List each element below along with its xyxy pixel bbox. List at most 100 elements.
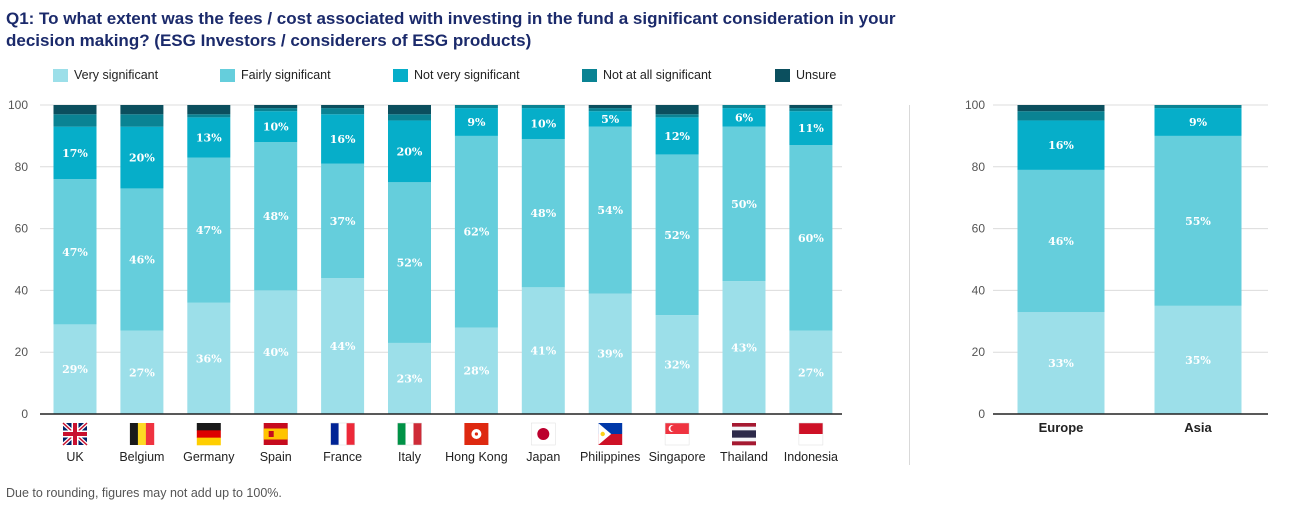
france-flag-icon	[330, 422, 355, 446]
chart-title: Q1: To what extent was the fees / cost a…	[6, 9, 896, 50]
flag-band	[263, 428, 288, 440]
data-label: 43%	[731, 342, 757, 355]
y-tick-label: 80	[972, 160, 986, 174]
flag-sun	[537, 428, 550, 440]
flag-stripe	[346, 423, 355, 445]
y-tick-label: 20	[972, 345, 986, 359]
bar-segment	[655, 117, 699, 155]
y-tick-label: 40	[15, 283, 29, 297]
category-label: Japan	[526, 450, 560, 464]
bar-segment	[789, 108, 833, 112]
bar-segment	[321, 105, 365, 109]
uk-flag-icon	[61, 421, 89, 447]
belgium-flag-icon	[129, 423, 155, 445]
data-label: 17%	[62, 147, 88, 160]
singapore-flag-icon	[664, 422, 690, 446]
bar-segment	[722, 126, 766, 282]
italy-flag-icon	[397, 422, 422, 446]
data-label: 35%	[1185, 354, 1211, 367]
bar-segment	[120, 188, 164, 331]
bar-segment	[1017, 111, 1105, 121]
bar-segment	[454, 105, 498, 109]
bar-segment	[254, 111, 298, 143]
bar-segment	[789, 111, 833, 146]
bar-segment	[1017, 169, 1105, 313]
data-label: 13%	[196, 131, 222, 144]
y-tick-label: 80	[15, 160, 29, 174]
category-label: Thailand	[720, 450, 768, 464]
data-label: 20%	[397, 145, 423, 158]
bar-segment	[588, 105, 632, 109]
bar-segment	[588, 111, 632, 127]
bar-segment	[588, 126, 632, 294]
bar-segment	[321, 278, 365, 414]
bar-segment	[120, 330, 164, 414]
category-label: Indonesia	[784, 450, 838, 464]
data-label: 44%	[330, 340, 356, 353]
flag-stripe	[405, 423, 414, 445]
category-label: Europe	[1039, 420, 1084, 435]
flag-stripe	[397, 423, 406, 445]
bar-segment	[722, 108, 766, 127]
philippines-flag-icon	[598, 423, 623, 445]
bar-segment	[722, 281, 766, 414]
bar-segment	[53, 114, 97, 127]
flag-stripe	[732, 441, 756, 446]
bar-segment	[1017, 120, 1105, 170]
y-tick-label: 0	[978, 407, 985, 421]
bar-segment	[588, 108, 632, 112]
flag-stripe	[598, 434, 623, 445]
data-label: 39%	[597, 348, 623, 361]
bar-segment	[53, 126, 97, 180]
bar-segment	[120, 126, 164, 189]
category-label: Belgium	[119, 450, 164, 464]
bar-segment	[521, 287, 565, 414]
bar-segment	[187, 117, 231, 158]
bar-segment	[1154, 108, 1242, 136]
data-label: 40%	[263, 346, 289, 359]
bar-segment	[321, 108, 365, 115]
bar-segment	[53, 324, 97, 414]
y-tick-label: 0	[21, 407, 28, 421]
bar-segment	[588, 293, 632, 414]
y-tick-label: 100	[965, 98, 985, 112]
bar-segment	[521, 108, 565, 139]
legend-swatch	[393, 69, 408, 82]
data-label: 20%	[129, 152, 155, 165]
data-label: 50%	[731, 198, 757, 211]
bar-segment	[655, 114, 699, 118]
data-label: 55%	[1185, 215, 1211, 228]
flag-stripe	[732, 437, 756, 442]
bar-segment	[454, 108, 498, 136]
category-label: France	[323, 450, 362, 464]
bar-segment	[388, 105, 431, 115]
flag-stripe	[145, 423, 155, 445]
flag-stripe	[798, 423, 823, 434]
legend-label: Unsure	[796, 68, 837, 82]
category-label: Hong Kong	[445, 450, 508, 464]
bar-segment	[254, 290, 298, 414]
y-tick-label: 60	[972, 222, 986, 236]
bar-segment	[187, 157, 231, 303]
data-label: 36%	[196, 352, 222, 365]
bar-segment	[521, 138, 565, 288]
bar-segment	[789, 105, 833, 109]
bar-segment	[254, 105, 298, 109]
legend-label: Fairly significant	[241, 68, 331, 82]
flag-stripe	[137, 423, 147, 445]
bar-segment	[254, 108, 298, 112]
category-label: Italy	[398, 450, 422, 464]
flag-stripe	[732, 426, 756, 431]
bar-segment	[722, 105, 766, 109]
flag-stripe	[330, 423, 339, 445]
bar-segment	[53, 105, 97, 115]
data-label: 28%	[464, 365, 490, 378]
data-label: 16%	[330, 133, 356, 146]
bar-segment	[789, 145, 833, 331]
category-label: Philippines	[580, 450, 640, 464]
data-label: 32%	[664, 359, 690, 372]
bar-segment	[655, 154, 699, 316]
data-label: 23%	[397, 372, 423, 385]
flag-border	[664, 422, 690, 446]
data-label: 9%	[1189, 116, 1208, 129]
